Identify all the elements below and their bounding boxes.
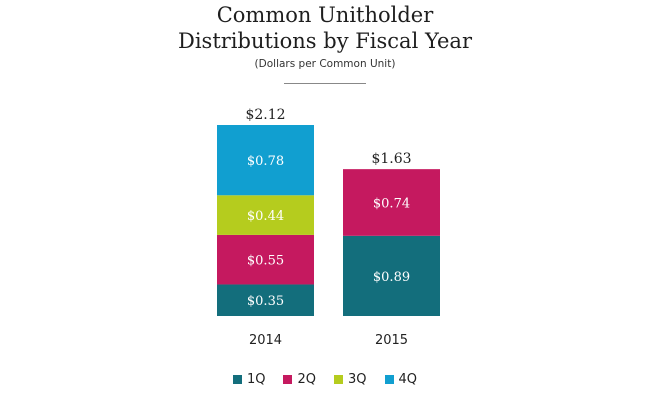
data-label-2014-2q: $0.55 — [247, 254, 284, 269]
chart-subtitle: (Dollars per Common Unit) — [254, 58, 396, 70]
legend-swatch-1q — [232, 375, 242, 384]
bar-segment-2014-2q — [217, 234, 314, 285]
chart-legend: 1Q 2Q 3Q 4Q — [0, 372, 650, 387]
legend-label-4q: 4Q — [398, 372, 418, 387]
bar-segment-2015-1q — [343, 235, 440, 316]
data-label-2014-3q: $0.44 — [247, 209, 284, 224]
data-label-2014-1q: $0.35 — [247, 294, 284, 309]
legend-item-1q: 1Q — [232, 372, 266, 387]
bar-segment-2014-3q — [217, 195, 314, 235]
legend-swatch-2q — [283, 375, 293, 384]
total-label-2014: $2.12 — [245, 107, 285, 123]
data-label-2015-2q: $0.74 — [373, 196, 410, 211]
legend-label-1q: 1Q — [246, 372, 266, 387]
legend-swatch-3q — [334, 375, 343, 384]
chart-title-line-2: Distributions by Fiscal Year — [177, 29, 472, 53]
legend-label-3q: 3Q — [348, 372, 367, 387]
legend-item-3q: 3Q — [334, 372, 367, 387]
chart-title-line-1: Common Unitholder — [216, 3, 434, 27]
x-tick-label-2014: 2014 — [249, 333, 282, 348]
title-divider — [284, 83, 366, 84]
legend-item-4q: 4Q — [384, 372, 418, 387]
data-label-2014-4q: $0.78 — [247, 154, 284, 169]
x-tick-label-2015: 2015 — [375, 333, 408, 348]
data-label-2015-1q: $0.89 — [373, 270, 410, 285]
bar-segment-2014-1q — [217, 284, 314, 316]
bar-segment-2015-2q — [343, 169, 440, 236]
legend-item-2q: 2Q — [283, 372, 316, 387]
legend-swatch-4q — [384, 375, 394, 384]
bar-segment-2014-4q — [217, 125, 314, 196]
total-label-2015: $1.63 — [371, 151, 411, 167]
legend-label-2q: 2Q — [297, 372, 316, 387]
